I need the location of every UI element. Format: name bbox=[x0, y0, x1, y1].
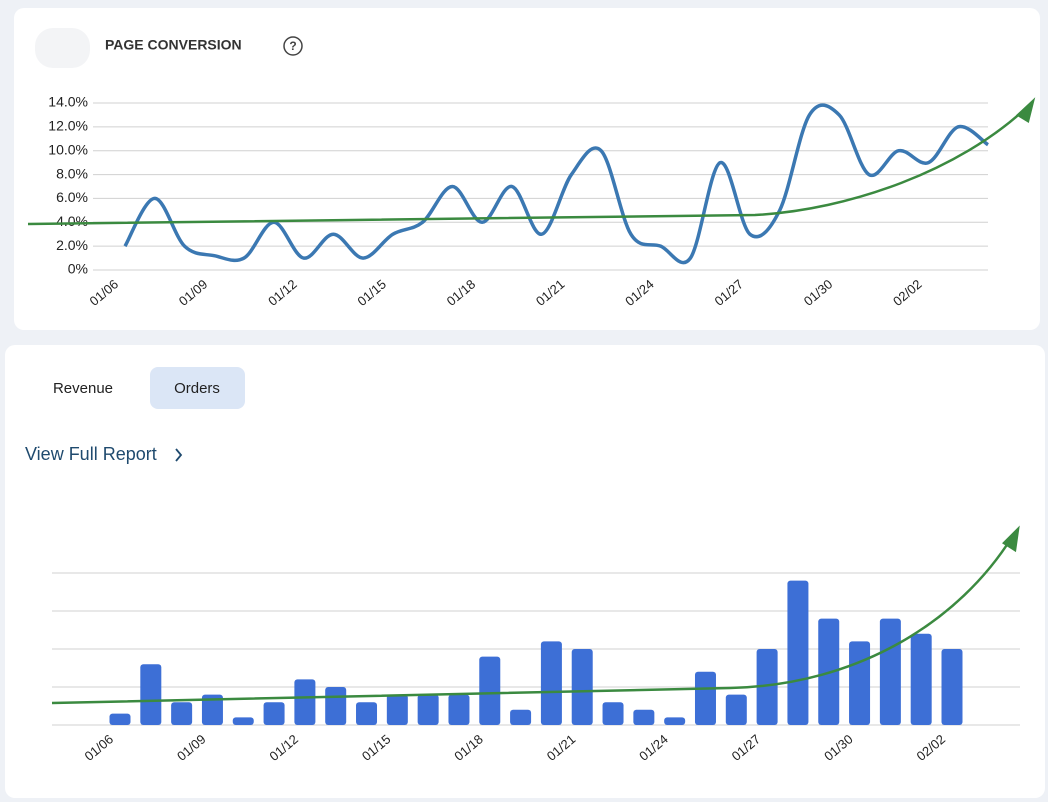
tab-orders[interactable]: Orders bbox=[174, 380, 220, 397]
orders-chart: 01/06 01/09 01/12 01/15 01/18 01/21 01/24 01/27… bbox=[52, 572, 1020, 764]
bar bbox=[664, 717, 686, 725]
bar bbox=[417, 694, 439, 725]
bar bbox=[941, 649, 963, 725]
bar bbox=[386, 694, 408, 725]
bar bbox=[910, 633, 932, 725]
orders-card bbox=[5, 345, 1045, 798]
y-tick-label: 12.0% bbox=[48, 118, 88, 134]
bar bbox=[325, 687, 347, 725]
chart-title: PAGE CONVERSION bbox=[105, 37, 242, 53]
bar bbox=[201, 694, 223, 725]
bar bbox=[294, 679, 316, 725]
view-report-link[interactable]: View Full Report bbox=[25, 444, 157, 464]
conversion-card bbox=[14, 8, 1040, 330]
y-tick-label: 0% bbox=[68, 261, 88, 277]
y-tick-label: 14.0% bbox=[48, 94, 88, 110]
y-tick-label: 2.0% bbox=[56, 237, 88, 253]
line-series bbox=[123, 103, 990, 265]
trend-arrows bbox=[27, 97, 1036, 705]
bar bbox=[448, 694, 470, 725]
bar bbox=[510, 709, 532, 725]
bar bbox=[602, 702, 624, 725]
bar bbox=[109, 713, 131, 725]
bar bbox=[725, 694, 747, 725]
y-tick-label: 4.0% bbox=[56, 213, 88, 229]
bar bbox=[540, 641, 562, 725]
bar bbox=[571, 649, 593, 725]
tab-revenue[interactable]: Revenue bbox=[53, 380, 113, 397]
bar bbox=[232, 717, 254, 725]
bar bbox=[787, 580, 809, 725]
bar bbox=[849, 641, 871, 725]
tab-orders-bg[interactable] bbox=[150, 367, 245, 409]
y-tick-label: 10.0% bbox=[48, 141, 88, 157]
bar bbox=[171, 702, 193, 725]
bar bbox=[694, 671, 716, 725]
bar bbox=[263, 702, 285, 725]
bar bbox=[756, 649, 778, 725]
bar bbox=[140, 664, 162, 725]
chevron bbox=[175, 448, 183, 462]
bar bbox=[479, 656, 501, 725]
y-tick-label: 6.0% bbox=[56, 189, 88, 205]
bar bbox=[633, 709, 655, 725]
icon-placeholder bbox=[35, 28, 90, 68]
bar bbox=[879, 618, 901, 725]
help-icon[interactable]: ? bbox=[283, 36, 303, 56]
y-tick-label: 8.0% bbox=[56, 165, 88, 181]
svg-text:?: ? bbox=[289, 39, 296, 53]
bar bbox=[356, 702, 378, 725]
